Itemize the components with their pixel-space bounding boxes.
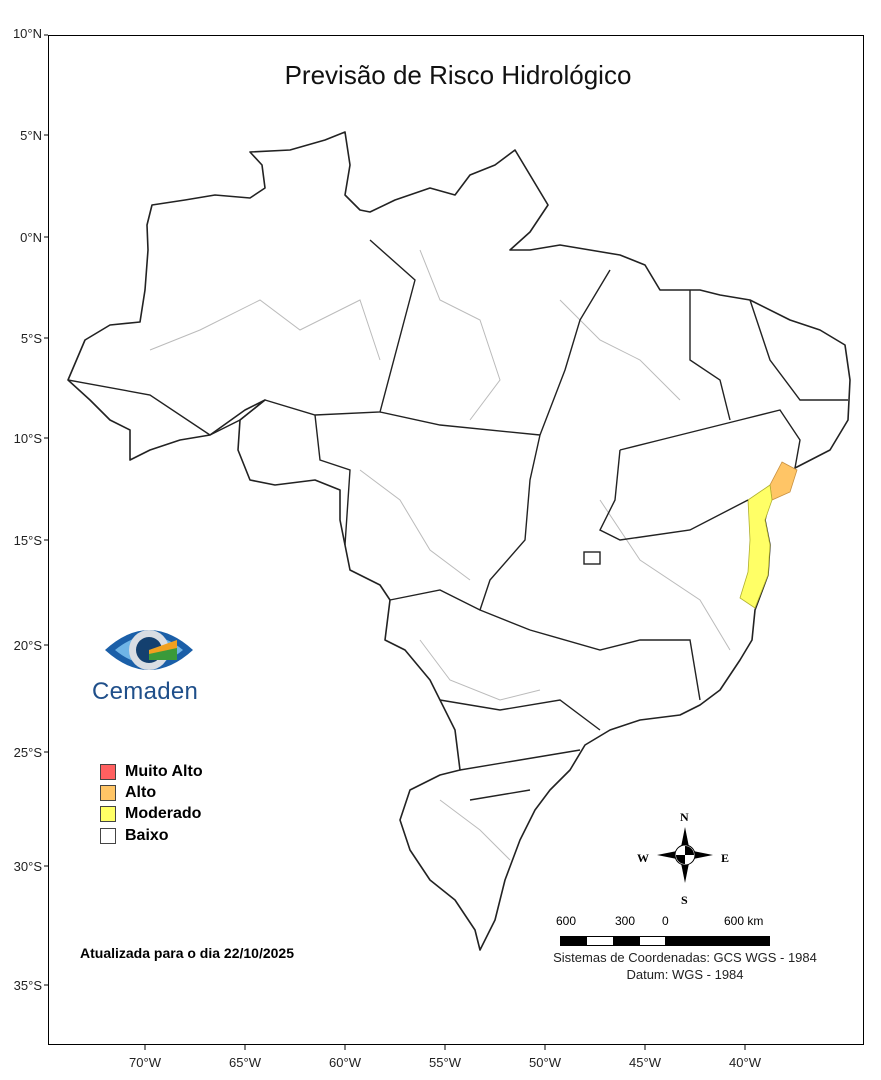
legend-item-moderado: Moderado [100,804,201,824]
lon-tick: 60°W [329,1055,361,1070]
legend-label: Baixo [125,827,169,844]
map-title: Previsão de Risco Hidrológico [284,60,632,90]
lon-tick: 45°W [629,1055,661,1070]
lat-tick: 10°S [13,431,42,446]
legend-label: Moderado [125,805,202,822]
compass-s: S [681,893,688,907]
scale-label: 300 [615,914,636,928]
scale-label: 600 km [724,914,764,928]
compass-n: N [680,810,689,824]
compass-e: E [721,851,730,865]
compass-rose-icon [657,827,713,883]
lat-tick: 25°S [13,745,42,760]
update-date: Atualizada para o dia 22/10/2025 [80,945,294,961]
scale-label: 0 [662,914,669,928]
risk-area-alto [769,461,798,501]
legend-item-baixo: Baixo [100,826,169,846]
legend-swatch [100,806,116,822]
lon-tick: 40°W [729,1055,761,1070]
lon-tick: 65°W [229,1055,261,1070]
risk-area-moderado [739,484,773,609]
lon-tick: 50°W [529,1055,561,1070]
lat-tick: 35°S [13,978,42,993]
cemaden-logo [105,630,193,670]
legend-label: Alto [125,784,157,801]
lat-tick: 5°N [20,128,42,143]
lat-tick: 5°S [20,331,42,346]
compass-w: W [637,851,649,865]
datum: Datum: WGS - 1984 [626,967,744,982]
legend-item-alto: Alto [100,783,156,803]
state-borders [67,239,848,801]
lat-tick: 15°S [13,533,42,548]
logo-text: Cemaden [92,678,199,705]
legend-swatch [100,785,116,801]
lat-tick: 0°N [20,230,42,245]
scale-bar [560,936,770,946]
brazil-outline [67,131,851,951]
legend-item-muito-alto: Muito Alto [100,762,203,782]
lat-tick: 30°S [13,859,42,874]
legend-swatch [100,764,116,780]
lat-tick: 20°S [13,638,42,653]
legend-label: Muito Alto [125,763,203,780]
legend-swatch [100,828,116,844]
lon-tick: 55°W [429,1055,461,1070]
lat-tick: 10°N [12,26,42,41]
coordinate-system: Sistemas de Coordenadas: GCS WGS - 1984 [553,950,817,965]
lon-tick: 70°W [129,1055,161,1070]
scale-label: 600 [556,914,577,928]
map-frame [48,35,864,1045]
